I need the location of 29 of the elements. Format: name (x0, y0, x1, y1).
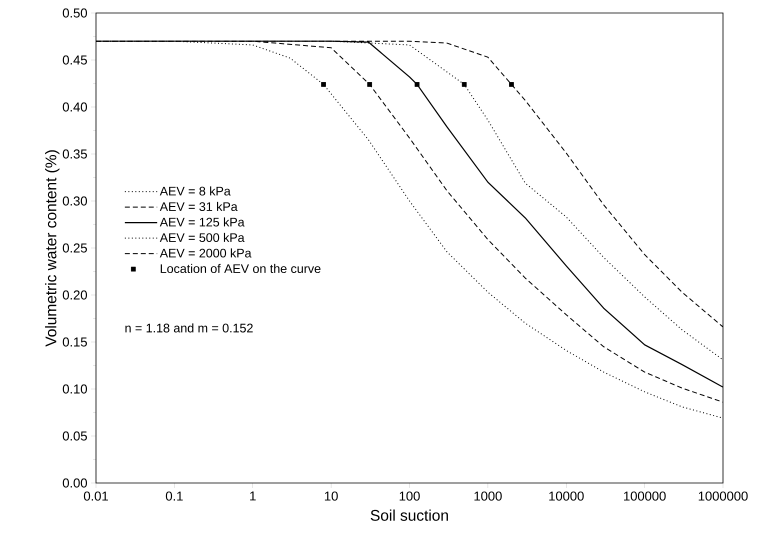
y-tick-label: 0.35 (62, 149, 87, 159)
x-tick-label: 10 (324, 492, 338, 501)
y-tick-label: 0.30 (62, 196, 87, 206)
y-tick-label: 0.25 (62, 243, 87, 253)
x-tick-label: 1000 (474, 492, 502, 501)
y-tick-label: 0.10 (62, 384, 87, 394)
x-tick-label: 1000000 (698, 492, 748, 501)
legend-label: AEV = 8 kPa (160, 186, 231, 196)
y-tick-label: 0.20 (62, 290, 87, 300)
x-tick-label: 100000 (624, 492, 666, 501)
legend-label: AEV = 500 kPa (160, 232, 245, 242)
x-tick-label: 0.01 (84, 492, 108, 501)
legend-label: Location of AEV on the curve (160, 264, 320, 274)
y-tick-label: 0.40 (62, 102, 87, 112)
x-tick-label: 10000 (549, 492, 584, 501)
x-tick-label: 1 (250, 492, 256, 500)
y-tick-label: 0.15 (62, 337, 87, 347)
legend-label: AEV = 31 kPa (160, 202, 238, 212)
y-tick-label: 0.50 (62, 8, 87, 18)
x-tick-label: 100 (400, 492, 420, 501)
x-axis-title: Soil suction (370, 510, 448, 521)
x-tick-label: 0.1 (166, 492, 183, 501)
annotation: n = 1.18 and m = 0.152 (125, 323, 253, 332)
y-tick-label: 0.00 (62, 478, 87, 488)
legend-label: AEV = 2000 kPa (160, 248, 252, 258)
legend-label: AEV = 125 kPa (160, 217, 245, 227)
y-tick-label: 0.05 (62, 431, 87, 441)
y-axis-title: Volumetric water content (%) (45, 150, 60, 347)
y-tick-label: 0.45 (62, 55, 87, 65)
